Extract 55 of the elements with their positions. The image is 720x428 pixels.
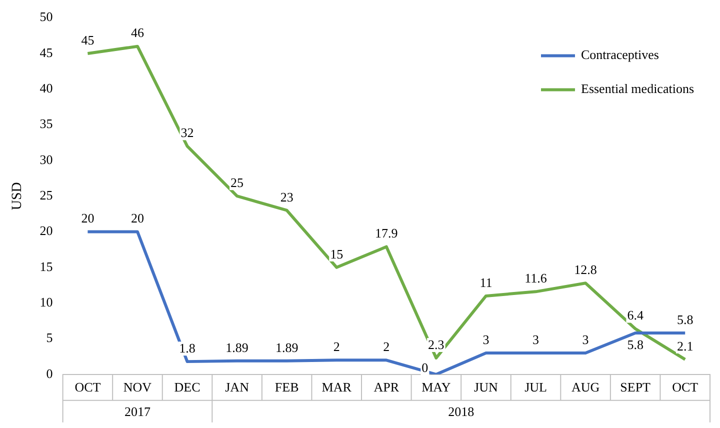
data-label: 1.8 [179,340,196,356]
y-tick-label: 5 [46,330,53,346]
data-label: 1.89 [275,340,298,355]
data-label: 11 [480,274,492,290]
x-tick-label: OCT [74,380,101,395]
data-label: 3 [582,332,589,347]
data-label: 2 [333,339,340,354]
data-label: 32 [180,125,194,140]
x-tick-label: APR [374,380,400,395]
x-tick-label: OCT [672,380,698,395]
data-label: 23 [280,189,294,204]
y-tick-label: 20 [40,223,53,238]
x-tick-label: FEB [274,380,300,395]
y-axis-title: USD [10,182,26,210]
x-tick-label: MAR [322,380,352,395]
data-label: 11.6 [524,270,548,286]
x-tick-label: JUN [474,380,498,395]
data-label: 1.89 [226,340,248,355]
data-label: 45 [81,32,94,48]
data-label: 25 [230,175,244,190]
data-label: 46 [130,25,144,40]
y-tick-label: 50 [40,9,53,24]
x-tick-label: AUG [571,380,600,395]
y-tick-label: 35 [40,116,53,132]
data-label: 5.8 [676,312,694,327]
data-label: 2.3 [428,336,444,352]
legend-label: Contraceptives [581,47,659,62]
data-label: 6.4 [627,308,644,323]
y-tick-label: 10 [40,294,53,310]
y-tick-label: 15 [40,258,53,274]
y-tick-label: 0 [46,366,53,381]
data-label: 5.8 [627,336,644,352]
x-tick-label: MAY [422,380,452,395]
x-tick-label: JAN [225,380,250,395]
data-label: 3 [532,332,540,347]
y-tick-label: 45 [40,44,53,60]
x-tick-label: SEPT [620,380,651,395]
x-tick-label: NOV [123,380,152,395]
data-label: 12.8 [574,262,597,278]
data-label: 20 [81,210,94,226]
data-label: 2 [383,339,390,354]
data-label: 20 [130,210,144,226]
text: 2017 [124,404,151,419]
data-label: 0 [422,360,428,375]
data-label: 17.9 [375,226,398,241]
y-tick-label: 30 [40,152,53,167]
data-label: 15 [330,246,344,262]
y-tick-label: 40 [40,80,53,96]
data-label: 2.1 [676,338,694,354]
text: 2018 [448,404,474,419]
y-tick-label: 25 [40,188,53,203]
x-tick-label: DEC [174,380,200,395]
x-tick-label: JUL [524,380,548,395]
data-label: 3 [482,332,490,347]
legend-label: Essential medications [581,81,694,96]
